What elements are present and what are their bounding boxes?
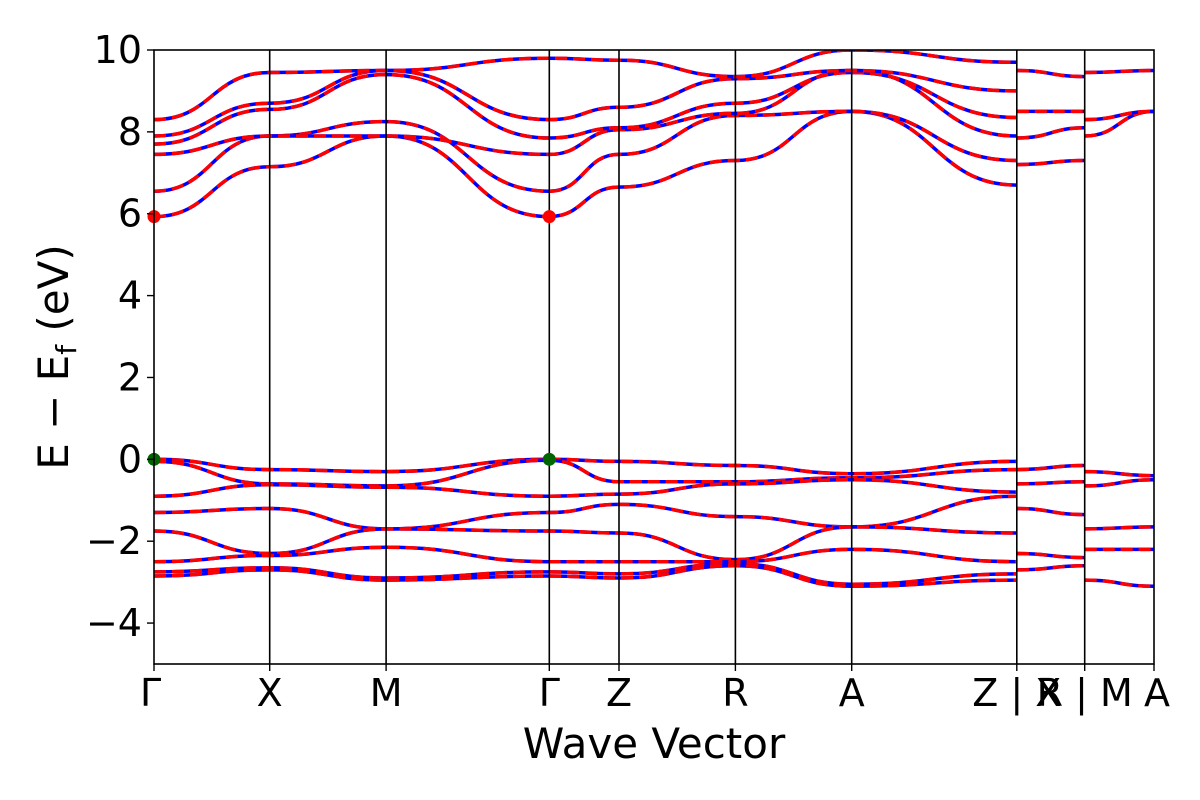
plot-frame <box>153 49 1155 665</box>
y-axis-ticks: −4 −2 0 2 4 6 8 10 <box>86 28 154 645</box>
band-spin-up-15 <box>1084 525 1154 531</box>
band-spin-up-17 <box>1084 578 1154 588</box>
band-spin-up-9 <box>1016 480 1085 486</box>
y-tick-label-6: 8 <box>118 110 142 154</box>
band-spin-up-6 <box>154 561 1017 586</box>
band-spin-up-20 <box>154 68 1017 157</box>
band-spin-up-25 <box>1016 126 1085 140</box>
band-spin-up-7 <box>154 564 1017 588</box>
band-spin-up-8 <box>1016 463 1085 472</box>
y-tick-label-7: 10 <box>94 28 142 72</box>
band-spin-up-24 <box>1016 158 1085 167</box>
band-spin-up-5 <box>154 545 1017 564</box>
kpoint-divider-lines <box>268 50 1086 664</box>
band-spin-up-0 <box>154 457 1017 476</box>
band-spin-up-30 <box>1084 68 1154 75</box>
y-tick-label-4: 4 <box>118 274 142 318</box>
y-tick-label-0: −4 <box>86 601 142 645</box>
x-tick-label-1: X <box>257 671 283 715</box>
band-spin-up-2 <box>154 478 1017 498</box>
y-axis-label-subscript: f <box>50 344 83 355</box>
band-spin-up-29 <box>1084 109 1154 122</box>
cbm-marker-1 <box>542 210 556 224</box>
x-tick-label-9: A <box>1144 671 1170 715</box>
x-tick-label-3: Γ <box>539 671 560 715</box>
y-tick-label-2: 0 <box>118 437 142 481</box>
band-spin-up-11 <box>1016 551 1085 560</box>
x-tick-label-5: R <box>722 671 748 715</box>
x-tick-label-7: Z | X <box>972 671 1061 716</box>
band-spin-up-23 <box>154 50 1017 122</box>
y-axis-label: E − Ef (eV) <box>29 244 83 470</box>
x-tick-label-6: A <box>839 671 865 715</box>
band-spin-up-14 <box>1084 478 1154 488</box>
band-spin-up-10 <box>1016 506 1085 517</box>
band-spin-up-12 <box>1016 564 1085 572</box>
x-tick-label-4: Z <box>606 671 632 715</box>
band-spin-up-27 <box>1016 68 1085 79</box>
x-axis-label: Wave Vector <box>523 719 786 768</box>
x-tick-label-8: R | M <box>1037 671 1133 716</box>
y-tick-label-5: 6 <box>118 192 142 236</box>
x-tick-label-0: Γ <box>140 671 161 715</box>
band-spin-up-21 <box>154 70 1017 146</box>
band-spin-up-22 <box>154 68 1017 138</box>
y-tick-label-3: 2 <box>118 355 142 399</box>
y-tick-label-1: −2 <box>86 519 142 563</box>
x-tick-label-2: M <box>370 671 403 715</box>
y-axis-label-main: E − E <box>29 355 78 470</box>
band-spin-up-4 <box>154 525 1017 562</box>
vbm-marker-1 <box>542 452 556 466</box>
y-axis-label-unit: (eV) <box>29 244 78 345</box>
band-spin-up-13 <box>1084 469 1154 478</box>
